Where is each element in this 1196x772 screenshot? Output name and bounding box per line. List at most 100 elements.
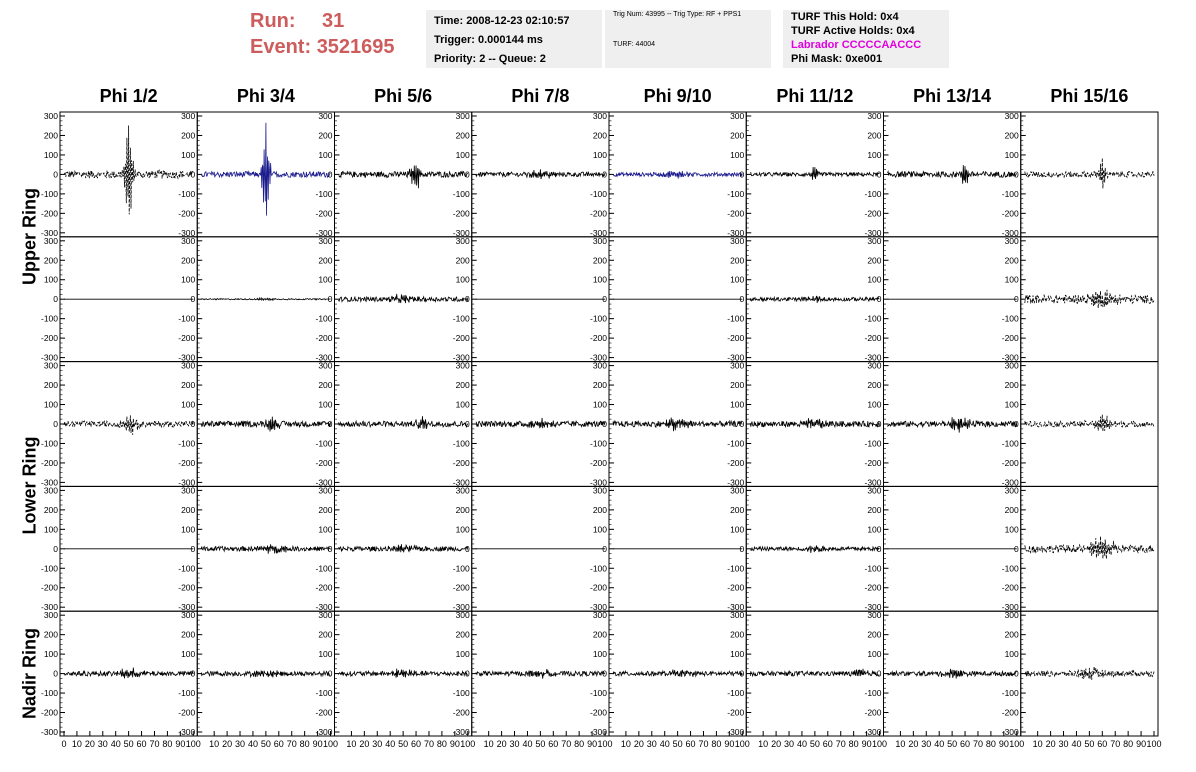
y-tick-label: 300 <box>44 610 58 620</box>
waveform-trace <box>612 417 743 432</box>
y-tick-label: 200 <box>456 380 470 390</box>
y-tick-label: -200 <box>178 333 195 343</box>
y-tick-label: -200 <box>1002 708 1019 718</box>
y-tick-label: 100 <box>1005 524 1019 534</box>
y-tick-label: -200 <box>453 458 470 468</box>
y-tick-label: 100 <box>318 400 332 410</box>
y-tick-label: -200 <box>453 583 470 593</box>
x-tick-label: 30 <box>921 739 931 749</box>
y-tick-label: 100 <box>1005 400 1019 410</box>
y-tick-label: 200 <box>593 380 607 390</box>
x-tick-label: 70 <box>287 739 297 749</box>
run-event-box: Run: 31 Event: 3521695 <box>250 8 420 60</box>
waveform-trace <box>749 418 880 429</box>
y-tick-label: -200 <box>315 333 332 343</box>
y-tick-label: -100 <box>178 563 195 573</box>
waveform-trace <box>887 165 1018 184</box>
y-tick-label: -300 <box>1002 353 1019 363</box>
y-tick-label: 0 <box>53 669 58 679</box>
x-tick-label: 80 <box>711 739 721 749</box>
y-tick-label: 100 <box>456 150 470 160</box>
y-tick-label: 200 <box>867 630 881 640</box>
y-tick-label: 0 <box>465 419 470 429</box>
x-tick-label: 90 <box>450 739 460 749</box>
x-tick-label: 20 <box>771 739 781 749</box>
x-tick-label: 50 <box>1084 739 1094 749</box>
y-tick-label: -100 <box>1002 688 1019 698</box>
column-title: Phi 9/10 <box>643 86 712 106</box>
y-tick-label: -300 <box>41 477 58 487</box>
x-tick-label: 20 <box>908 739 918 749</box>
y-tick-label: 200 <box>181 130 195 140</box>
y-tick-label: 0 <box>465 669 470 679</box>
y-tick-label: 200 <box>456 255 470 265</box>
column-title: Phi 3/4 <box>236 86 295 106</box>
y-tick-label: 300 <box>593 111 607 121</box>
y-tick-label: 300 <box>44 236 58 246</box>
y-tick-label: 300 <box>730 236 744 246</box>
y-tick-label: 200 <box>1005 130 1019 140</box>
y-tick-label: -300 <box>1002 477 1019 487</box>
x-tick-label: 90 <box>999 739 1009 749</box>
y-tick-label: -200 <box>41 333 58 343</box>
column-title: Phi 7/8 <box>511 86 570 106</box>
y-tick-label: -300 <box>590 727 607 737</box>
column-title: Phi 15/16 <box>1050 86 1129 106</box>
y-tick-label: 100 <box>44 150 58 160</box>
x-tick-label: 70 <box>973 739 983 749</box>
y-tick-label: 300 <box>318 236 332 246</box>
y-tick-label: 100 <box>318 275 332 285</box>
x-tick-label: 100 <box>597 739 612 749</box>
y-tick-label: -100 <box>727 189 744 199</box>
run-value: 31 <box>322 10 345 32</box>
x-tick-label: 90 <box>1136 739 1146 749</box>
y-tick-label: 0 <box>1014 669 1019 679</box>
y-tick-label: 0 <box>328 544 333 554</box>
y-tick-label: 100 <box>181 400 195 410</box>
y-tick-label: 100 <box>456 275 470 285</box>
y-tick-label: 100 <box>318 524 332 534</box>
y-tick-label: -100 <box>41 314 58 324</box>
y-tick-label: -300 <box>727 727 744 737</box>
y-tick-label: 0 <box>740 544 745 554</box>
y-tick-label: -100 <box>453 438 470 448</box>
y-tick-label: -200 <box>41 458 58 468</box>
y-tick-label: 300 <box>181 236 195 246</box>
y-tick-label: -300 <box>1002 727 1019 737</box>
y-tick-label: 200 <box>593 630 607 640</box>
y-tick-label: 200 <box>318 255 332 265</box>
x-tick-label: 40 <box>111 739 121 749</box>
x-tick-label: 60 <box>960 739 970 749</box>
x-tick-label: 80 <box>849 739 859 749</box>
y-tick-label: -100 <box>1002 189 1019 199</box>
waveform-trace <box>1024 289 1155 309</box>
x-tick-label: 90 <box>313 739 323 749</box>
y-tick-label: 300 <box>1005 485 1019 495</box>
y-tick-label: 0 <box>602 294 607 304</box>
turf-active-holds: TURF Active Holds: 0x4 <box>791 25 915 37</box>
waveform-trace <box>475 668 606 679</box>
waveform-trace <box>749 668 880 678</box>
y-tick-label: 200 <box>44 380 58 390</box>
y-tick-label: -100 <box>590 189 607 199</box>
y-tick-label: -300 <box>41 727 58 737</box>
y-tick-label: 300 <box>593 361 607 371</box>
waveform-trace <box>749 295 880 304</box>
y-tick-label: 0 <box>465 169 470 179</box>
x-tick-label: 20 <box>634 739 644 749</box>
y-tick-label: 300 <box>593 610 607 620</box>
waveform-trace <box>63 415 194 435</box>
y-tick-label: 100 <box>1005 649 1019 659</box>
y-tick-label: -300 <box>178 477 195 487</box>
y-tick-label: 100 <box>44 400 58 410</box>
y-tick-label: 200 <box>1005 380 1019 390</box>
run-row: Run: 31 <box>250 8 420 34</box>
y-tick-label: -100 <box>864 438 881 448</box>
labrador-status: Labrador CCCCCAACCC <box>791 39 922 51</box>
y-tick-label: -100 <box>590 688 607 698</box>
x-tick-label: 80 <box>437 739 447 749</box>
y-tick-label: -200 <box>1002 583 1019 593</box>
waveform-trace <box>63 667 194 679</box>
y-tick-label: 300 <box>456 610 470 620</box>
y-tick-label: 300 <box>181 361 195 371</box>
